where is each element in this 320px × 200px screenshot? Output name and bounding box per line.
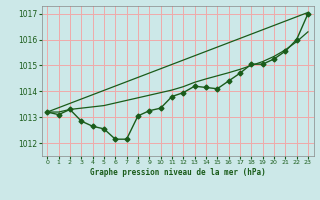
X-axis label: Graphe pression niveau de la mer (hPa): Graphe pression niveau de la mer (hPa): [90, 168, 266, 177]
